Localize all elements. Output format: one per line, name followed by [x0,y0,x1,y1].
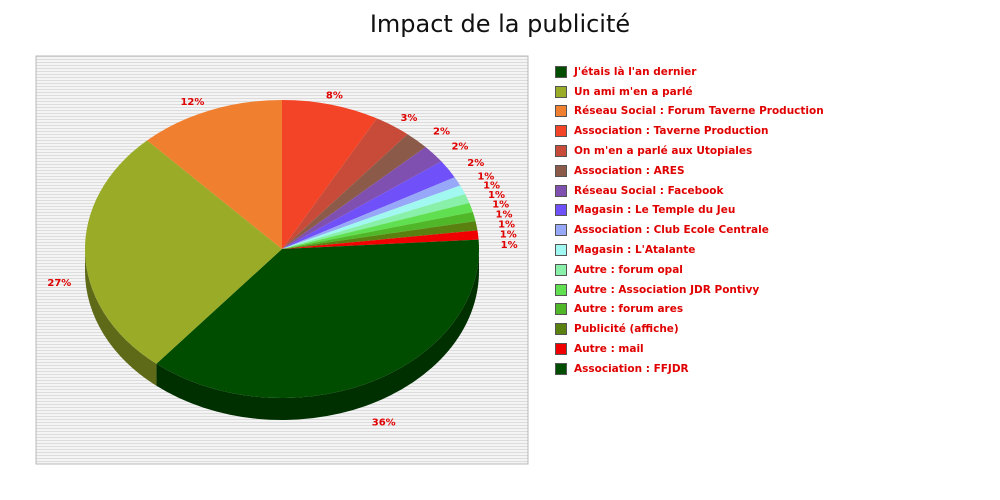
legend-swatch [555,85,567,98]
slice-value-label: 8% [326,91,343,102]
legend-label: Association : FFJDR [574,362,689,375]
pie-slice-1 [84,140,282,364]
legend-swatch [555,263,567,276]
legend-label: Association : ARES [574,164,685,177]
legend-label: Autre : Association JDR Pontivy [574,283,760,296]
pie-slice-0 [156,249,479,398]
legend-label: Magasin : L'Atalante [574,244,696,257]
pie-slice-11 [282,202,473,249]
legend-swatch [555,283,567,296]
legend-item: J'étais là l'an dernier [555,62,995,82]
slice-value-label: 1% [498,220,515,231]
legend-item: Magasin : L'Atalante [555,240,995,260]
legend-swatch [555,145,567,158]
slice-value-label: 36% [372,417,396,428]
slice-value-label: 3% [400,113,417,124]
slice-value-label: 1% [500,230,517,241]
pie-slice-14 [282,230,479,249]
legend-label: Réseau Social : Forum Taverne Production [574,105,824,118]
legend-item: On m'en a parlé aux Utopiales [555,141,995,161]
legend-swatch [555,303,567,316]
pie-slice-4 [282,118,408,250]
pie-slice-15 [282,239,479,249]
legend-swatch [555,164,567,177]
legend-label: Un ami m'en a parlé [574,85,693,98]
legend-item: Association : ARES [555,161,995,181]
legend-item: Association : Club Ecole Centrale [555,220,995,240]
legend-item: Autre : forum ares [555,300,995,320]
legend-item: Magasin : Le Temple du Jeu [555,201,995,221]
legend-item: Autre : mail [555,339,995,359]
legend-item: Association : Taverne Production [555,121,995,141]
legend-item: Réseau Social : Forum Taverne Production [555,102,995,122]
pie-slice-side-1 [85,249,157,386]
pie-slice-13 [282,221,478,249]
pie-slice-side-0 [156,249,479,420]
legend-item: Un ami m'en a parlé [555,82,995,102]
slice-value-label: 1% [496,210,513,221]
chart-title: Impact de la publicité [369,10,631,38]
slice-value-label: 12% [180,97,204,108]
pie-slice-8 [282,177,461,249]
legend-label: Magasin : Le Temple du Jeu [574,204,736,217]
legend-item: Publicité (affiche) [555,319,995,339]
pie-slice-6 [282,147,442,249]
pie-slice-12 [282,211,476,249]
legend-label: Association : Taverne Production [574,125,769,138]
legend-swatch [555,224,567,237]
legend-item: Réseau Social : Facebook [555,181,995,201]
legend-label: Autre : forum ares [574,303,684,316]
slice-value-label: 27% [47,278,71,289]
pie-slice-10 [282,194,470,249]
slice-value-label: 1% [477,171,494,182]
legend-label: J'étais là l'an dernier [574,65,697,78]
pie-slice-3 [282,100,377,249]
pie-slice-7 [282,161,455,249]
legend-swatch [555,65,567,78]
slice-value-label: 2% [451,141,468,152]
slice-value-label: 1% [492,200,509,211]
legend-swatch [555,362,567,375]
legend-label: Réseau Social : Facebook [574,184,724,197]
legend-item: Autre : Association JDR Pontivy [555,280,995,300]
legend-label: Autre : mail [574,343,644,356]
legend-label: Publicité (affiche) [574,323,679,336]
slice-value-label: 1% [483,180,500,191]
legend-label: On m'en a parlé aux Utopiales [574,145,753,158]
slice-value-label: 1% [501,240,518,251]
legend-item: Autre : forum opal [555,260,995,280]
pie-slice-9 [282,185,466,249]
pie-slice-5 [282,134,426,249]
slice-value-label: 2% [467,158,484,169]
legend-item: Association : FFJDR [555,359,995,379]
legend-swatch [555,105,567,118]
pie-slice-2 [147,100,282,249]
legend-swatch [555,125,567,138]
legend: J'étais là l'an dernier Un ami m'en a par… [555,62,995,379]
legend-label: Autre : forum opal [574,263,683,276]
slice-value-label: 2% [433,127,450,138]
legend-swatch [555,244,567,257]
legend-swatch [555,323,567,336]
legend-swatch [555,343,567,356]
legend-swatch [555,184,567,197]
legend-label: Association : Club Ecole Centrale [574,224,769,237]
legend-swatch [555,204,567,217]
slice-value-label: 1% [488,190,505,201]
